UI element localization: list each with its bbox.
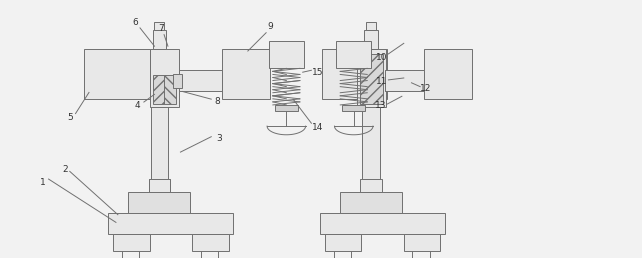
Text: 9: 9: [267, 22, 273, 31]
Bar: [113, 234, 150, 251]
Bar: [151, 78, 168, 179]
Bar: [404, 234, 440, 251]
Text: 6: 6: [132, 18, 138, 27]
Bar: [222, 49, 270, 99]
Bar: [128, 192, 190, 213]
Bar: [153, 30, 166, 49]
Text: 1: 1: [40, 179, 46, 187]
Bar: [340, 192, 402, 213]
Bar: [275, 105, 298, 111]
Bar: [164, 75, 176, 104]
Text: 14: 14: [313, 123, 324, 132]
Text: 8: 8: [214, 96, 220, 106]
Bar: [173, 74, 182, 88]
Bar: [336, 41, 371, 68]
Bar: [153, 75, 164, 104]
Bar: [360, 179, 381, 192]
Bar: [269, 41, 304, 68]
Bar: [385, 70, 424, 91]
Bar: [178, 70, 222, 91]
Bar: [108, 213, 234, 234]
Text: 4: 4: [134, 101, 140, 110]
Bar: [360, 54, 383, 104]
Bar: [325, 234, 361, 251]
Bar: [366, 22, 376, 30]
Text: 3: 3: [216, 134, 222, 143]
Bar: [155, 22, 164, 30]
Bar: [342, 105, 365, 111]
Bar: [150, 49, 178, 107]
Text: 11: 11: [376, 77, 387, 86]
Bar: [356, 49, 385, 107]
Bar: [149, 179, 170, 213]
Bar: [320, 213, 445, 234]
Text: 15: 15: [313, 68, 324, 77]
Bar: [424, 49, 472, 99]
Bar: [84, 49, 150, 99]
Bar: [149, 179, 170, 192]
Text: 7: 7: [159, 24, 164, 33]
Bar: [322, 49, 387, 99]
Text: 13: 13: [375, 101, 386, 110]
Text: 2: 2: [62, 165, 68, 174]
Text: 10: 10: [376, 53, 387, 62]
Bar: [364, 30, 377, 49]
Bar: [362, 78, 379, 179]
Bar: [192, 234, 229, 251]
Bar: [385, 70, 410, 91]
Text: 5: 5: [67, 113, 73, 122]
Text: 12: 12: [421, 84, 431, 93]
